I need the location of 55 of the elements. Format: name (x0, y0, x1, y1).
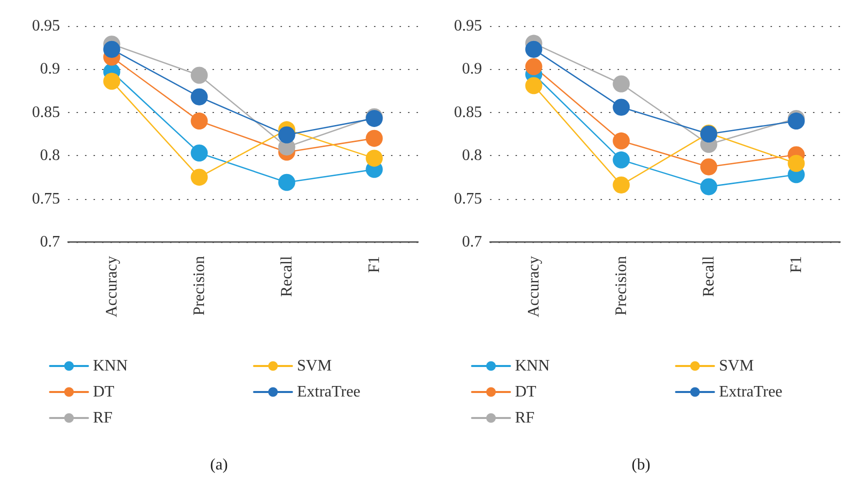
point (190, 66, 208, 84)
point (278, 174, 296, 191)
x-tick-label: Precision (612, 256, 630, 316)
point (612, 176, 630, 194)
point (612, 151, 630, 168)
legend-label: RF (93, 410, 113, 426)
y-tick-label: 0.9 (40, 60, 60, 78)
x-tick-label: Accuracy (103, 256, 120, 318)
y-tick-label: 0.95 (32, 18, 60, 34)
point (190, 112, 208, 130)
point (190, 88, 208, 106)
point (190, 168, 208, 186)
point (612, 98, 630, 116)
y-tick-label: 0.8 (40, 147, 60, 164)
y-tick-label: 0.7 (462, 234, 482, 250)
y-tick-label: 0.85 (454, 104, 482, 121)
point (788, 112, 805, 130)
legend-label: DT (93, 384, 115, 400)
x-tick-label: Accuracy (525, 256, 542, 318)
x-tick-label: Recall (700, 255, 718, 297)
point (366, 150, 383, 167)
y-tick-label: 0.75 (454, 190, 482, 208)
legend-label: SVM (297, 358, 332, 374)
point (612, 75, 630, 92)
y-tick-label: 0.85 (32, 104, 60, 121)
point (525, 40, 542, 58)
x-tick-label: Recall (278, 255, 296, 297)
point (190, 144, 208, 162)
legend-label: ExtraTree (297, 384, 360, 400)
point (525, 77, 542, 94)
y-tick-label: 0.95 (454, 18, 482, 34)
legend-label: KNN (93, 358, 128, 374)
text: (a) (210, 456, 228, 474)
x-tick-label: Precision (190, 256, 208, 316)
y-tick-label: 0.9 (462, 60, 482, 78)
point (700, 158, 718, 176)
point (103, 72, 120, 90)
legend-label: KNN (515, 358, 550, 374)
point (103, 40, 120, 58)
legend-label: RF (515, 410, 535, 426)
x-tick-label: F1 (366, 256, 383, 273)
y-tick-label: 0.8 (462, 147, 482, 164)
point (788, 154, 805, 172)
point (366, 130, 383, 147)
y-tick-label: 0.7 (40, 234, 60, 250)
y-tick-label: 0.75 (32, 190, 60, 208)
x-tick-label: F1 (788, 256, 805, 273)
point (278, 126, 296, 144)
legend-label: ExtraTree (719, 384, 782, 400)
legend-label: SVM (719, 358, 754, 374)
point (700, 178, 718, 196)
point (612, 132, 630, 150)
point (525, 58, 542, 76)
text: (b) (632, 456, 650, 474)
legend-label: DT (515, 384, 537, 400)
